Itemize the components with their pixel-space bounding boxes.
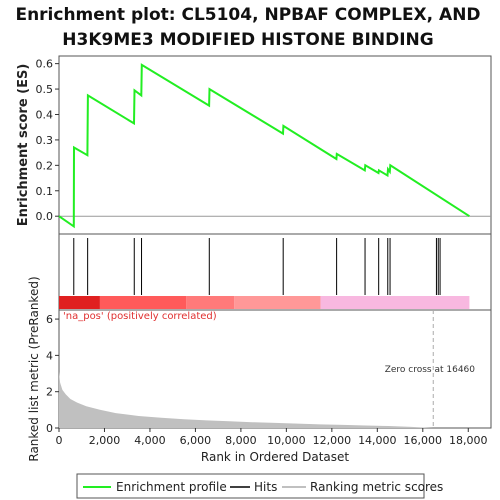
metric-y-tick-label: 2 [46, 386, 53, 399]
es-y-tick-label: 0.4 [36, 108, 54, 121]
colorbar-segment [320, 296, 470, 309]
metric-y-tick-label: 4 [46, 349, 53, 362]
colorbar-segment [234, 296, 321, 309]
metric-panel-frame [58, 309, 492, 429]
metric-y-tick-label: 6 [46, 313, 53, 326]
es-panel-frame [58, 55, 492, 235]
x-axis-ticks: 0 2,000 4,000 6,000 8,000 10,000 12,000 14,000 1… [56, 428, 488, 447]
zero-cross-label: Zero cross at 16460 [385, 365, 476, 375]
x-tick-label: 0 [56, 434, 63, 447]
legend-enrichment-label: Enrichment profile [116, 480, 227, 494]
es-y-tick-label: 0.0 [36, 210, 54, 223]
x-tick-label: 8,000 [225, 434, 257, 447]
colorbar-segment [99, 296, 187, 309]
x-tick-label: 12,000 [313, 434, 352, 447]
es-y-axis-label: Enrichment score (ES) [16, 64, 31, 227]
es-y-tick-label: 0.1 [36, 185, 54, 198]
metric-y-tick-label: 0 [46, 422, 53, 435]
x-tick-label: 10,000 [267, 434, 306, 447]
es-y-ticks: 0.0 0.1 0.2 0.3 0.4 0.5 0.6 [36, 58, 59, 223]
es-y-tick-label: 0.6 [36, 58, 54, 71]
x-axis-label: Rank in Ordered Dataset [201, 450, 349, 464]
legend-hits-label: Hits [254, 480, 277, 494]
x-tick-label: 2,000 [89, 434, 121, 447]
legend-metric-label: Ranking metric scores [310, 480, 443, 494]
rank-colorbar [59, 296, 470, 309]
es-y-tick-label: 0.2 [36, 159, 54, 172]
x-tick-label: 4,000 [134, 434, 166, 447]
x-tick-label: 16,000 [404, 434, 443, 447]
chart-title-line-2: H3K9ME3 MODIFIED HISTONE BINDING [62, 30, 433, 50]
colorbar-segment [186, 296, 235, 309]
hits-marks [73, 238, 441, 295]
metric-y-ticks: 0 2 4 6 [46, 313, 59, 435]
ranking-metric-area [59, 371, 470, 428]
positive-correlation-label: 'na_pos' (positively correlated) [63, 311, 217, 322]
chart-title-line-1: Enrichment plot: CL5104, NPBAF COMPLEX, … [15, 5, 480, 25]
es-y-tick-label: 0.3 [36, 134, 54, 147]
x-tick-label: 6,000 [180, 434, 212, 447]
x-tick-label: 14,000 [358, 434, 397, 447]
enrichment-profile-line [58, 63, 470, 229]
legend-box [76, 473, 425, 499]
es-y-tick-label: 0.5 [36, 83, 54, 96]
colorbar-segment [59, 296, 100, 309]
metric-y-axis-label: Ranked list metric (PreRanked) [27, 276, 41, 461]
x-tick-label: 18,000 [449, 434, 488, 447]
